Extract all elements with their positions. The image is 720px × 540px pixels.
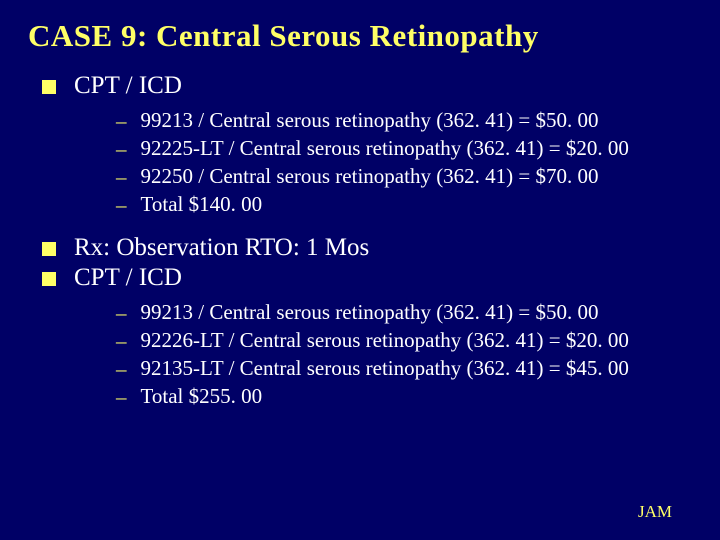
sub-text: 92226-LT / Central serous retinopathy (3… (141, 328, 629, 353)
slide-content: CPT / ICD – 99213 / Central serous retin… (0, 64, 720, 426)
square-bullet-icon (42, 272, 56, 286)
sub-item: – 99213 / Central serous retinopathy (36… (116, 108, 700, 134)
sub-list: – 99213 / Central serous retinopathy (36… (42, 294, 700, 426)
sub-item: – 92225-LT / Central serous retinopathy … (116, 136, 700, 162)
sub-list: – 99213 / Central serous retinopathy (36… (42, 102, 700, 234)
square-bullet-icon (42, 242, 56, 256)
bullet-item: CPT / ICD (42, 72, 700, 100)
bullet-item: Rx: Observation RTO: 1 Mos (42, 234, 700, 262)
square-bullet-icon (42, 80, 56, 94)
sub-item: – Total $140. 00 (116, 192, 700, 218)
dash-icon: – (116, 193, 127, 218)
dash-icon: – (116, 165, 127, 190)
sub-text: 99213 / Central serous retinopathy (362.… (141, 108, 599, 133)
bullet-label: Rx: Observation RTO: 1 Mos (74, 234, 369, 262)
dash-icon: – (116, 137, 127, 162)
sub-item: – 92250 / Central serous retinopathy (36… (116, 164, 700, 190)
slide-title: CASE 9: Central Serous Retinopathy (0, 0, 720, 64)
dash-icon: – (116, 329, 127, 354)
sub-item: – 99213 / Central serous retinopathy (36… (116, 300, 700, 326)
sub-text: Total $140. 00 (141, 192, 263, 217)
dash-icon: – (116, 109, 127, 134)
bullet-item: CPT / ICD (42, 264, 700, 292)
sub-text: 92225-LT / Central serous retinopathy (3… (141, 136, 629, 161)
dash-icon: – (116, 385, 127, 410)
sub-text: 99213 / Central serous retinopathy (362.… (141, 300, 599, 325)
footer-initials: JAM (638, 502, 672, 522)
sub-text: 92135-LT / Central serous retinopathy (3… (141, 356, 629, 381)
bullet-label: CPT / ICD (74, 264, 182, 292)
bullet-label: CPT / ICD (74, 72, 182, 100)
dash-icon: – (116, 301, 127, 326)
sub-text: Total $255. 00 (141, 384, 263, 409)
sub-item: – 92135-LT / Central serous retinopathy … (116, 356, 700, 382)
sub-item: – 92226-LT / Central serous retinopathy … (116, 328, 700, 354)
dash-icon: – (116, 357, 127, 382)
sub-item: – Total $255. 00 (116, 384, 700, 410)
sub-text: 92250 / Central serous retinopathy (362.… (141, 164, 599, 189)
